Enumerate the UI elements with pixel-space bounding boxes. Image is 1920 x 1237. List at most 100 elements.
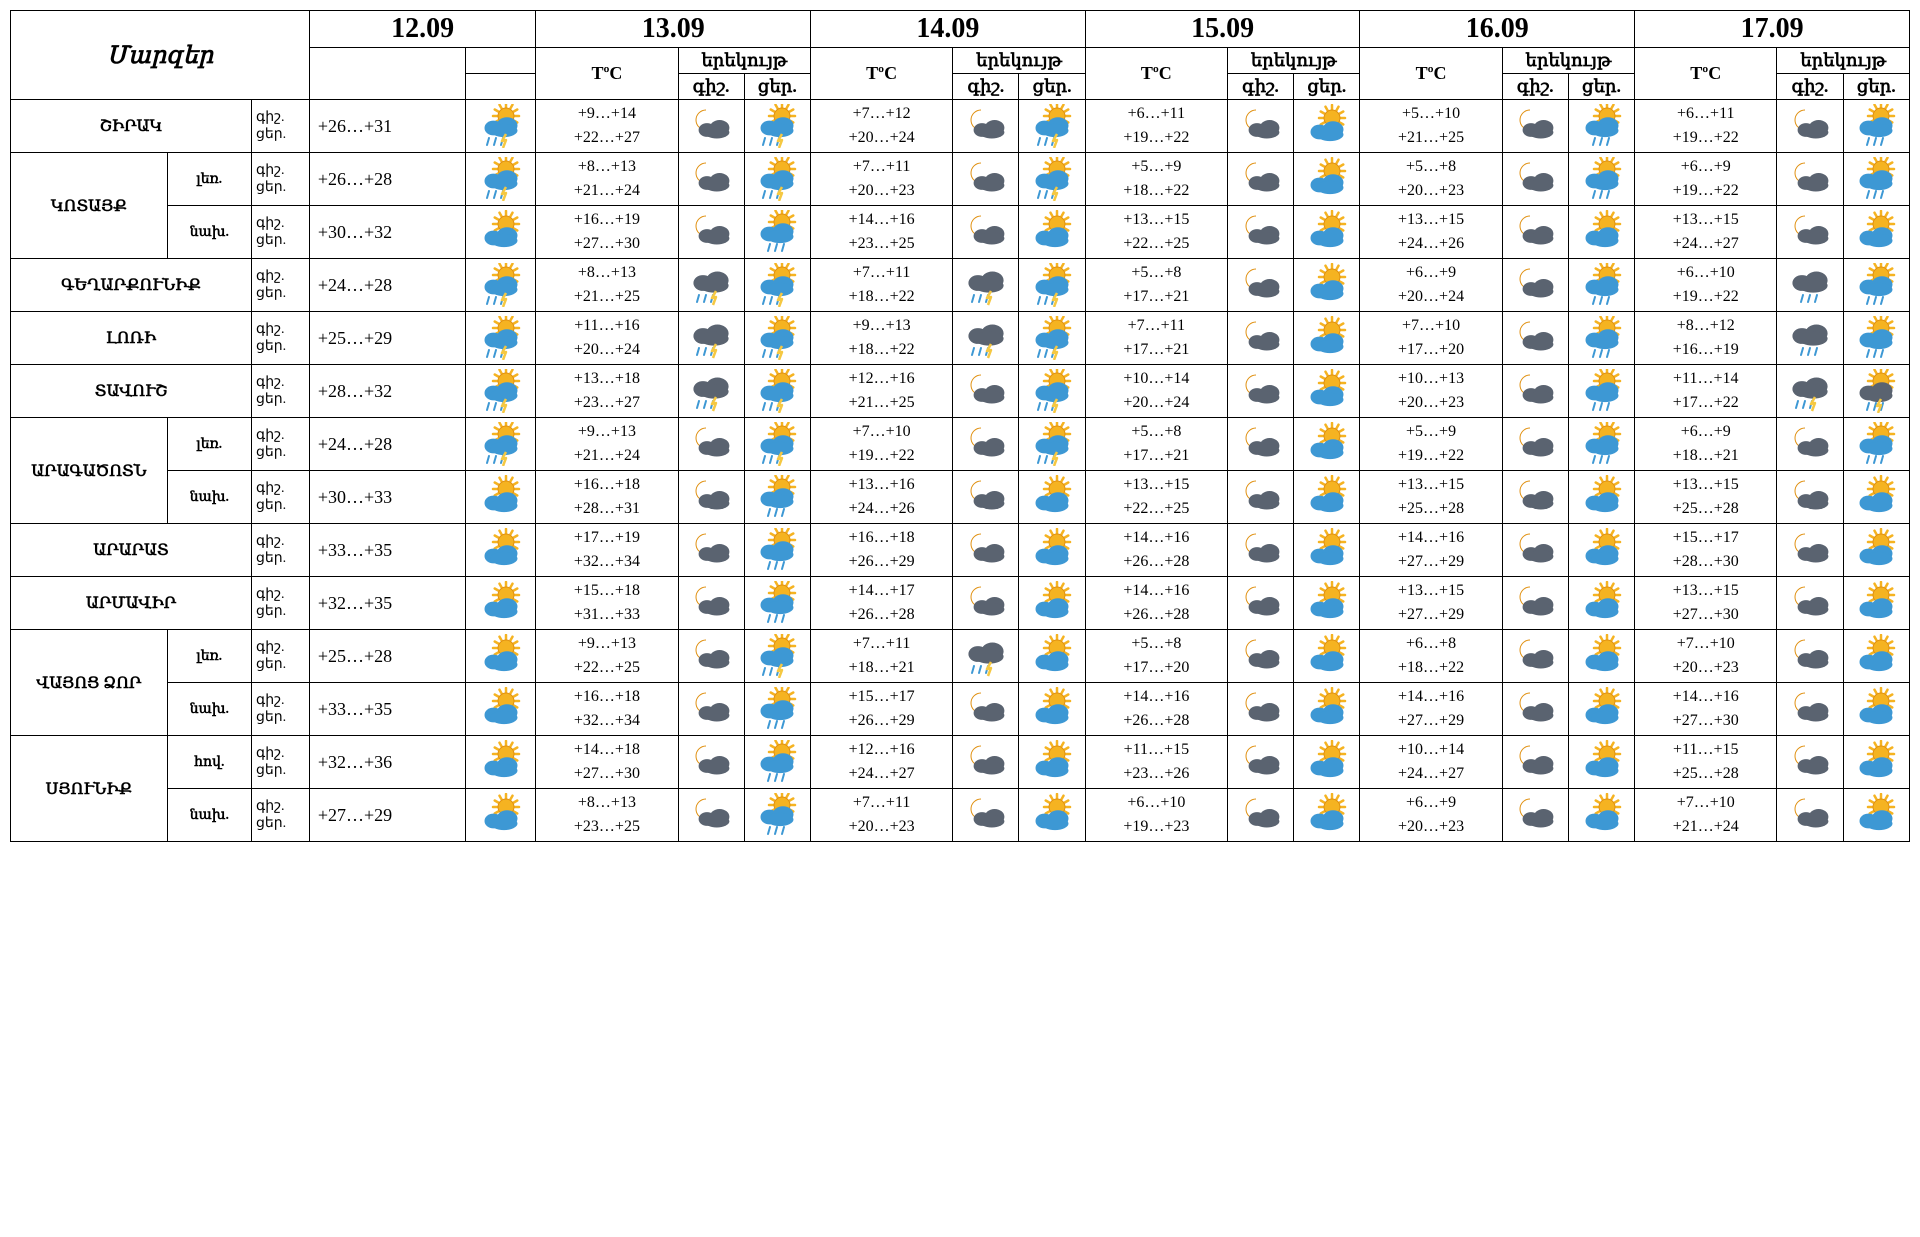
sub-header-blank [309, 48, 466, 100]
region-name: ԱՐՄԱՎԻՐ [11, 577, 252, 630]
weather-icon [466, 153, 536, 206]
temp-cell: +13…+15+22…+25 [1085, 471, 1227, 524]
weather-icon-day [1019, 789, 1085, 842]
temp-cell: +6…+10+19…+22 [1635, 259, 1777, 312]
weather-icon-day [1294, 259, 1360, 312]
temp-cell: +14…+16+23…+25 [811, 206, 953, 259]
weather-icon-day [1568, 100, 1634, 153]
region-name: ԱՐԱԳԱԾՈՏՆ [11, 418, 168, 524]
weather-icon-night [1502, 683, 1568, 736]
weather-icon-day [1294, 577, 1360, 630]
temp-cell: +32…+35 [309, 577, 466, 630]
temp-cell: +6…+9+18…+21 [1635, 418, 1777, 471]
weather-icon-night [1227, 100, 1293, 153]
temp-cell: +13…+15+25…+28 [1360, 471, 1502, 524]
weather-icon-night [1777, 683, 1843, 736]
weather-icon [466, 471, 536, 524]
weather-icon-night [953, 312, 1019, 365]
weather-icon-night [953, 789, 1019, 842]
weather-icon-day [1568, 365, 1634, 418]
temp-cell: +7…+11+20…+23 [811, 153, 953, 206]
temp-cell: +8…+13+21…+24 [536, 153, 678, 206]
region-name: ԳԵՂԱՐՔՈՒՆԻՔ [11, 259, 252, 312]
temp-cell: +13…+15+25…+28 [1635, 471, 1777, 524]
temp-cell: +6…+11+19…+22 [1635, 100, 1777, 153]
sub-header-blank [466, 74, 536, 100]
weather-icon-night [1502, 206, 1568, 259]
temp-cell: +7…+10+19…+22 [811, 418, 953, 471]
sub-region: լեռ. [167, 630, 251, 683]
temp-cell: +32…+36 [309, 736, 466, 789]
sub-region: նախ. [167, 683, 251, 736]
weather-icon-day [1843, 365, 1909, 418]
weather-icon-day [744, 312, 810, 365]
temp-cell: +14…+16+26…+28 [1085, 524, 1227, 577]
weather-icon-night [1777, 153, 1843, 206]
temp-cell: +14…+16+27…+30 [1635, 683, 1777, 736]
weather-icon-day [1019, 736, 1085, 789]
temp-cell: +16…+18+32…+34 [536, 683, 678, 736]
night-day-label: գիշ.ցեր. [251, 365, 309, 418]
weather-icon-night [678, 365, 744, 418]
weather-icon-day [1019, 471, 1085, 524]
temp-cell: +12…+16+21…+25 [811, 365, 953, 418]
weather-icon [466, 365, 536, 418]
temp-cell: +9…+13+22…+25 [536, 630, 678, 683]
temp-cell: +10…+13+20…+23 [1360, 365, 1502, 418]
sub-region: լեռ. [167, 418, 251, 471]
weather-icon-day [1294, 312, 1360, 365]
temp-cell: +33…+35 [309, 524, 466, 577]
weather-icon-day [1568, 418, 1634, 471]
weather-icon-night [1227, 524, 1293, 577]
temp-cell: +16…+18+26…+29 [811, 524, 953, 577]
sub-region: նախ. [167, 789, 251, 842]
weather-icon-night [953, 471, 1019, 524]
temp-cell: +5…+8+17…+21 [1085, 259, 1227, 312]
temp-cell: +15…+17+26…+29 [811, 683, 953, 736]
night-day-label: գիշ.ցեր. [251, 630, 309, 683]
weather-icon-night [678, 153, 744, 206]
temp-cell: +14…+17+26…+28 [811, 577, 953, 630]
temp-cell: +5…+9+18…+22 [1085, 153, 1227, 206]
day-header: ցեր. [1568, 74, 1634, 100]
region-name: ՎԱՅՈՑ ՁՈՐ [11, 630, 168, 736]
weather-icon-night [1777, 312, 1843, 365]
weather-icon-night [1777, 789, 1843, 842]
night-header: գիշ. [678, 74, 744, 100]
temp-cell: +5…+8+20…+23 [1360, 153, 1502, 206]
weather-icon-day [1843, 100, 1909, 153]
weather-icon-day [1568, 206, 1634, 259]
weather-icon-day [744, 418, 810, 471]
weather-icon-night [953, 100, 1019, 153]
temp-cell: +5…+10+21…+25 [1360, 100, 1502, 153]
regions-header: Մարզեր [11, 11, 310, 100]
temp-cell: +14…+16+26…+28 [1085, 577, 1227, 630]
sub-region: հով. [167, 736, 251, 789]
weather-icon-night [1502, 630, 1568, 683]
weather-icon-night [1777, 206, 1843, 259]
weather-icon-night [678, 524, 744, 577]
night-header: գիշ. [953, 74, 1019, 100]
weather-icon-day [1019, 312, 1085, 365]
weather-icon-day [1843, 630, 1909, 683]
weather-icon-day [1568, 789, 1634, 842]
temp-cell: +11…+16+20…+24 [536, 312, 678, 365]
weather-icon-day [744, 789, 810, 842]
evening-header: երեկույթ [1502, 48, 1635, 74]
temp-cell: +6…+9+19…+22 [1635, 153, 1777, 206]
weather-icon-night [1227, 471, 1293, 524]
weather-icon-day [1568, 524, 1634, 577]
weather-icon-day [1843, 789, 1909, 842]
weather-icon-day [1294, 630, 1360, 683]
temp-cell: +7…+10+20…+23 [1635, 630, 1777, 683]
weather-icon-day [1568, 312, 1634, 365]
weather-icon-day [1568, 630, 1634, 683]
weather-icon-night [678, 789, 744, 842]
weather-icon-night [953, 206, 1019, 259]
weather-icon-day [1294, 789, 1360, 842]
temp-cell: +6…+9+20…+24 [1360, 259, 1502, 312]
temp-cell: +14…+16+27…+29 [1360, 683, 1502, 736]
weather-icon-day [744, 736, 810, 789]
weather-icon-day [744, 153, 810, 206]
weather-icon-day [1294, 418, 1360, 471]
